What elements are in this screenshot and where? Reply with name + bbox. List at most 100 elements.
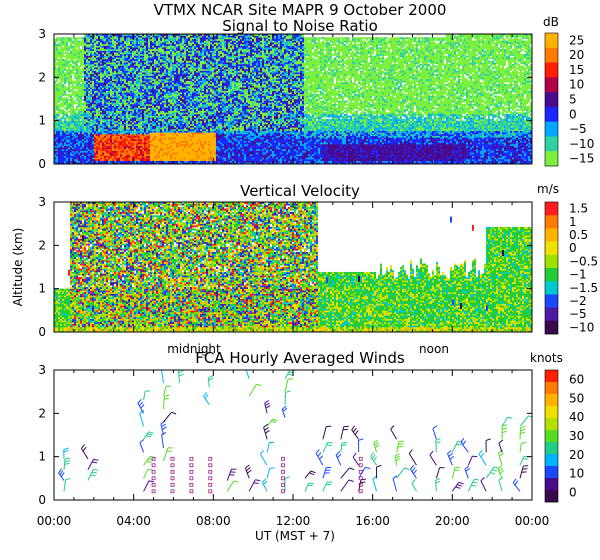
snr-cell <box>142 68 144 71</box>
snr-cell <box>120 98 122 101</box>
snr-cell <box>160 34 162 36</box>
snr-cell <box>176 113 178 116</box>
snr-cell <box>182 48 184 51</box>
snr-cell <box>60 92 62 95</box>
snr-cell <box>128 152 130 155</box>
snr-cell <box>170 153 172 156</box>
snr-cell <box>144 115 146 118</box>
snr-cell <box>66 98 68 101</box>
snr-cell <box>144 90 146 93</box>
snr-cell <box>178 143 180 146</box>
snr-cell <box>180 77 182 80</box>
snr-cell <box>162 147 164 150</box>
snr-cell <box>180 115 182 118</box>
snr-cell <box>56 125 58 128</box>
snr-cell <box>142 112 144 115</box>
snr-cell <box>104 67 106 70</box>
snr-cell <box>130 34 132 36</box>
snr-cell <box>168 85 170 88</box>
snr-cell <box>162 52 164 55</box>
snr-cell <box>94 155 96 158</box>
snr-cell <box>100 133 102 136</box>
snr-cell <box>176 63 178 66</box>
snr-cell <box>78 85 80 88</box>
snr-cell <box>132 42 134 45</box>
snr-cell <box>124 68 126 71</box>
snr-cell <box>180 118 182 121</box>
snr-cell <box>102 57 104 60</box>
snr-cell <box>162 127 164 130</box>
snr-cell <box>134 68 136 71</box>
snr-cell <box>94 75 96 78</box>
snr-cell <box>138 102 140 105</box>
snr-cell <box>120 110 122 113</box>
snr-cell <box>84 128 86 131</box>
snr-cell <box>64 152 66 155</box>
snr-cell <box>122 52 124 55</box>
snr-cell <box>66 125 68 128</box>
snr-cell <box>122 38 124 41</box>
snr-cell <box>108 42 110 45</box>
snr-cell <box>86 160 88 163</box>
snr-cell <box>66 73 68 76</box>
snr-cell <box>82 133 84 136</box>
snr-cell <box>56 95 58 98</box>
snr-cell <box>76 98 78 101</box>
snr-cell <box>62 50 64 53</box>
snr-cell <box>168 60 170 63</box>
snr-cell <box>148 70 150 73</box>
snr-cell <box>108 143 110 146</box>
snr-cell <box>164 57 166 60</box>
snr-cell <box>118 63 120 66</box>
snr-cell <box>180 45 182 48</box>
snr-cell <box>122 130 124 133</box>
snr-cell <box>114 152 116 155</box>
snr-cell <box>118 38 120 41</box>
snr-cell <box>146 117 148 120</box>
snr-cell <box>110 130 112 133</box>
snr-cell <box>112 152 114 155</box>
snr-cell <box>68 157 70 160</box>
snr-cell <box>176 107 178 110</box>
snr-cell <box>152 63 154 66</box>
snr-cell <box>94 98 96 101</box>
snr-cell <box>90 35 92 38</box>
snr-cell <box>60 43 62 46</box>
snr-cell <box>148 150 150 153</box>
snr-cell <box>100 75 102 78</box>
snr-cell <box>72 110 74 113</box>
snr-cell <box>150 118 152 121</box>
snr-cell <box>124 55 126 58</box>
snr-cell <box>56 105 58 108</box>
snr-cell <box>122 83 124 86</box>
snr-cell <box>74 115 76 118</box>
snr-cell <box>120 63 122 66</box>
snr-cell <box>154 95 156 98</box>
snr-cell <box>96 47 98 50</box>
snr-cell <box>58 110 60 113</box>
snr-cell <box>134 128 136 131</box>
snr-cell <box>166 90 168 93</box>
snr-cell <box>166 110 168 113</box>
snr-cell <box>126 85 128 88</box>
snr-cell <box>156 117 158 120</box>
snr-cell <box>136 130 138 133</box>
snr-cell <box>164 132 166 135</box>
snr-cell <box>176 95 178 98</box>
snr-cell <box>100 148 102 151</box>
snr-cell <box>78 80 80 83</box>
snr-cell <box>150 148 152 151</box>
snr-cell <box>114 159 116 161</box>
snr-cell <box>80 78 82 81</box>
snr-cell <box>182 72 184 75</box>
snr-cell <box>140 147 142 150</box>
snr-cell <box>120 118 122 121</box>
snr-cell <box>64 97 66 100</box>
snr-cell <box>178 103 180 106</box>
snr-cell <box>182 152 184 155</box>
snr-cell <box>82 112 84 115</box>
snr-cell <box>102 88 104 91</box>
snr-cell <box>78 60 80 63</box>
snr-cell <box>106 97 108 100</box>
snr-cell <box>86 120 88 123</box>
